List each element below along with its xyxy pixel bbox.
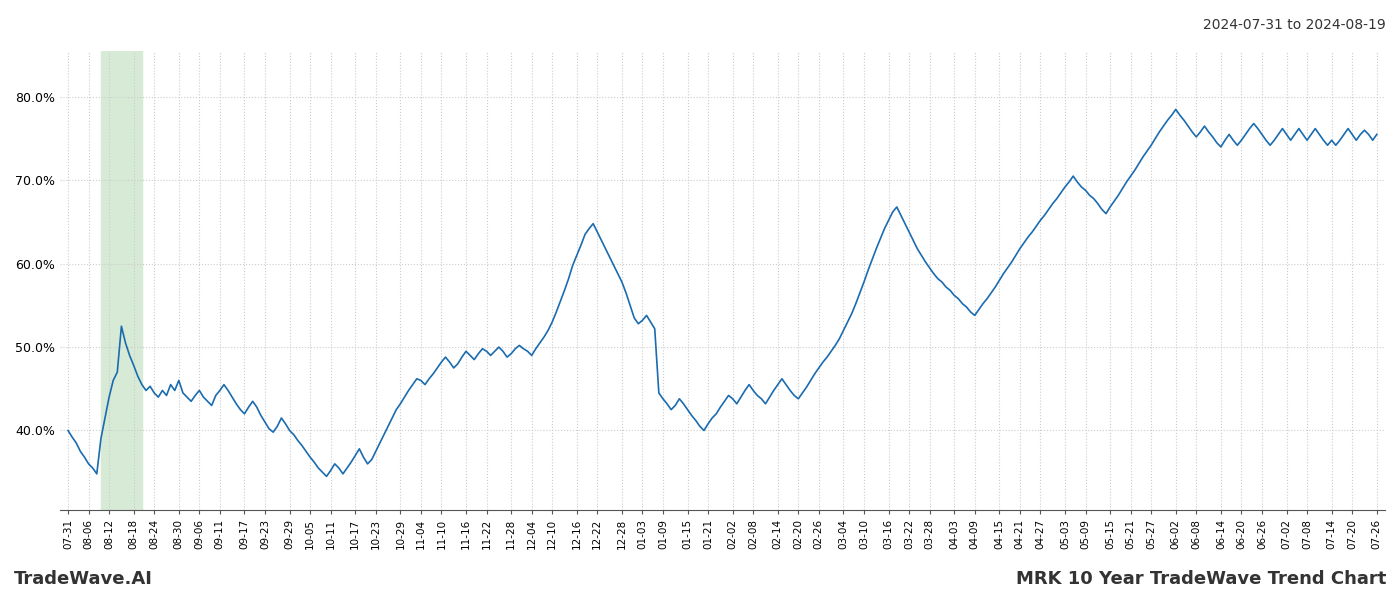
Bar: [101, 51, 141, 510]
Text: MRK 10 Year TradeWave Trend Chart: MRK 10 Year TradeWave Trend Chart: [1015, 570, 1386, 588]
Text: TradeWave.AI: TradeWave.AI: [14, 570, 153, 588]
Text: 2024-07-31 to 2024-08-19: 2024-07-31 to 2024-08-19: [1203, 18, 1386, 32]
